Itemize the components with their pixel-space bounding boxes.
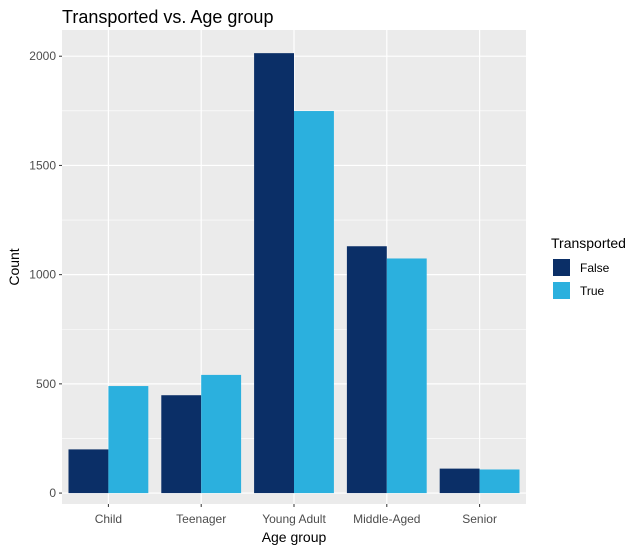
- x-tick-label: Child: [95, 512, 122, 526]
- y-axis: 0 500 1000 1500 2000: [29, 49, 62, 500]
- y-tick-label: 500: [36, 377, 56, 391]
- bar-true-senior: [479, 469, 520, 494]
- y-tick-label: 1500: [29, 158, 56, 172]
- x-axis-title: Age group: [262, 529, 327, 545]
- x-axis: Child Teenager Young Adult Middle-Aged Senio…: [95, 504, 497, 526]
- bar-true-middle-aged: [386, 258, 427, 494]
- bar-false-middle-aged: [346, 246, 387, 494]
- chart-title: Transported vs. Age group: [62, 7, 273, 27]
- x-tick-label: Senior: [462, 512, 497, 526]
- x-tick-label: Young Adult: [262, 512, 326, 526]
- bar-true-young-adult: [294, 111, 334, 494]
- legend-key-false: [553, 259, 570, 276]
- bar-false-child: [68, 449, 109, 494]
- legend-label-true: True: [580, 284, 605, 298]
- bar-false-young-adult: [254, 53, 294, 494]
- y-tick-label: 1000: [29, 268, 56, 282]
- x-tick-label: Middle-Aged: [353, 512, 420, 526]
- legend: Transported False True: [551, 235, 626, 299]
- bar-false-teenager: [161, 395, 202, 494]
- bar-true-child: [108, 386, 149, 494]
- y-tick-label: 0: [49, 486, 56, 500]
- legend-label-false: False: [580, 261, 610, 275]
- legend-title: Transported: [551, 235, 626, 251]
- y-axis-title: Count: [6, 248, 22, 285]
- legend-key-true: [553, 282, 570, 299]
- legend-items: False True: [553, 259, 610, 299]
- bar-false-senior: [439, 468, 480, 494]
- y-tick-label: 2000: [29, 49, 56, 63]
- bars: [68, 53, 520, 494]
- bar-true-teenager: [201, 374, 242, 494]
- x-tick-label: Teenager: [176, 512, 226, 526]
